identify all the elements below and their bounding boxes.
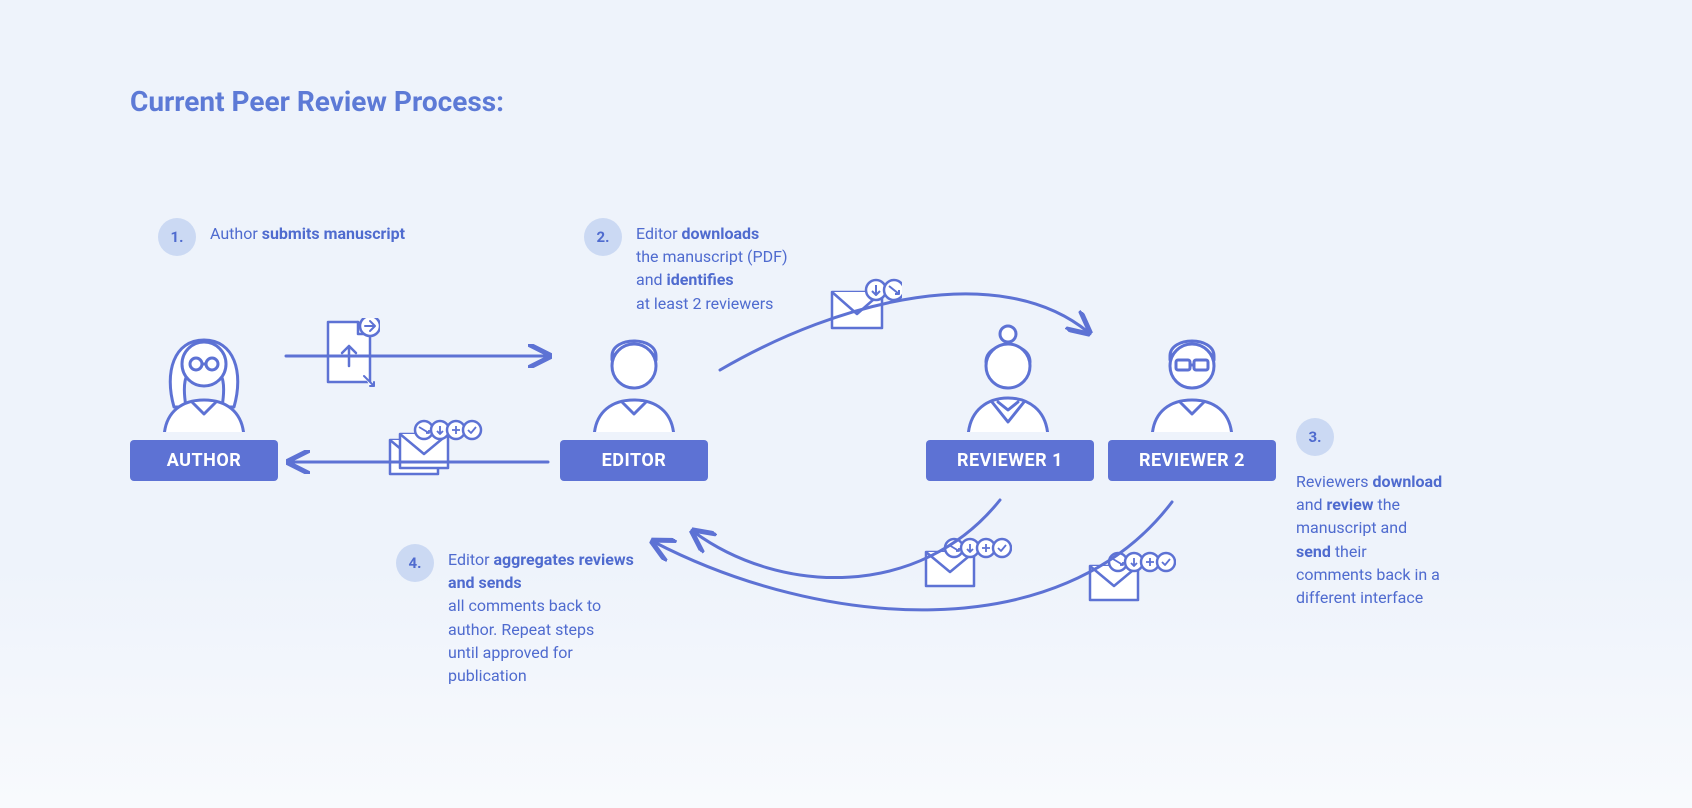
author-icon <box>144 312 264 432</box>
role-author: AUTHOR <box>130 440 278 481</box>
role-editor: EDITOR <box>560 440 708 481</box>
page-title: Current Peer Review Process: <box>130 85 504 118</box>
step-badge-4: 4. <box>396 544 434 582</box>
step-text-1: Author submits manuscript <box>210 222 410 245</box>
envelope-editor-to-reviewers-icon <box>828 278 902 338</box>
step-text-4: Editor aggregates reviews and sendsall c… <box>448 548 658 687</box>
step-text-3: Reviewers downloadand review themanuscri… <box>1296 470 1516 609</box>
reviewer2-icon <box>1132 312 1252 432</box>
envelope-editor-to-author-icon <box>388 418 484 486</box>
envelope-reviewer2-to-editor-icon <box>1086 550 1176 610</box>
role-reviewer-1: REVIEWER 1 <box>926 440 1094 481</box>
reviewer1-icon <box>948 312 1068 432</box>
step-badge-2: 2. <box>584 218 622 256</box>
step-badge-3: 3. <box>1296 418 1334 456</box>
envelope-reviewer1-to-editor-icon <box>922 536 1012 596</box>
step-text-2: Editor downloadsthe manuscript (PDF)and … <box>636 222 856 315</box>
role-reviewer-2: REVIEWER 2 <box>1108 440 1276 481</box>
upload-document-icon <box>320 318 380 398</box>
editor-icon <box>574 312 694 432</box>
step-badge-1: 1. <box>158 218 196 256</box>
